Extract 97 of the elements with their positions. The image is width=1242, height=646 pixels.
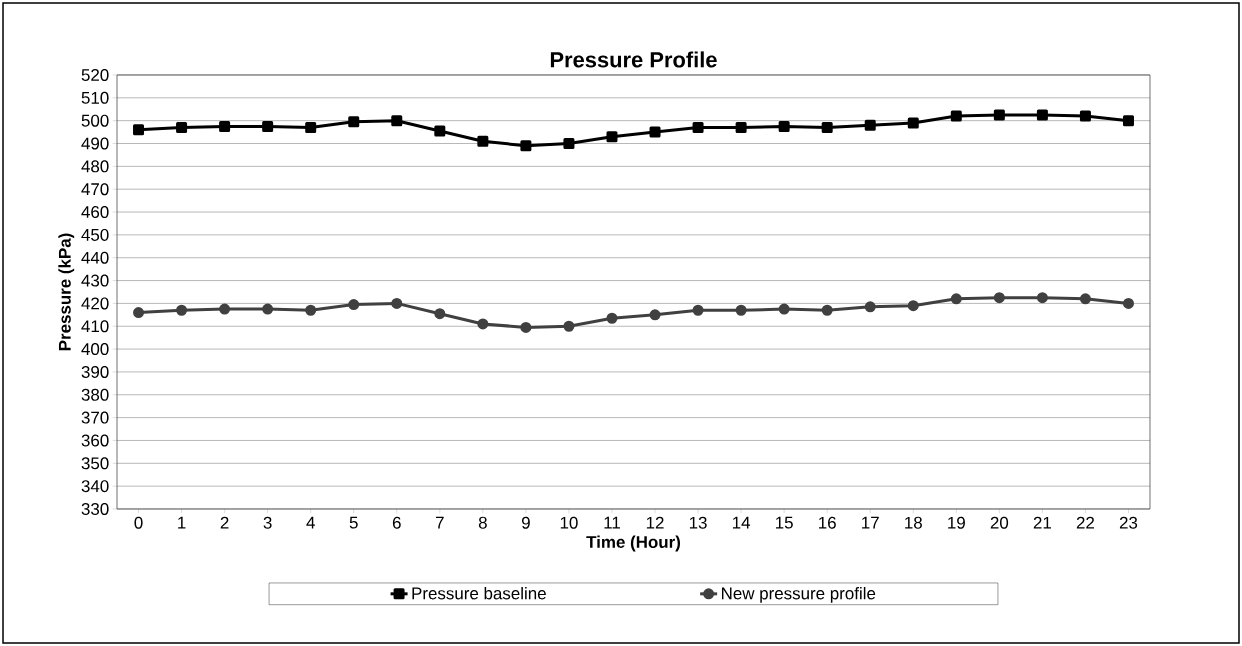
y-tick-label: 480 [81,160,109,173]
x-tick-label: 5 [349,516,358,529]
x-tick-label: 2 [220,516,229,529]
legend-label: New pressure profile [722,586,876,603]
x-tick-label: 20 [990,516,1009,529]
point [649,309,661,321]
point [520,140,532,152]
x-tick-label: 14 [732,516,751,529]
y-tick-label: 330 [81,502,109,515]
x-tick-label: 15 [776,516,793,529]
point [778,303,790,315]
point [907,300,919,312]
point [950,110,962,122]
y-tick-label: 380 [81,388,109,401]
point [305,304,317,316]
x-tick-label: 12 [646,516,664,529]
point [262,120,274,132]
y-tick-label: 470 [81,183,109,196]
point [176,304,188,316]
y-tick-label: 510 [81,91,109,104]
point [1079,293,1091,305]
point [348,299,360,311]
point [1036,109,1048,121]
point [219,120,231,132]
point [864,119,876,131]
point [305,122,317,134]
point [391,297,403,309]
point [133,124,145,136]
x-axis-title: Time (Hour) [586,535,681,552]
chart-title: Pressure Profile [550,51,717,68]
point [864,301,876,313]
point [348,116,360,128]
point [778,120,790,132]
point [821,122,833,134]
point [821,304,833,316]
y-tick-label: 420 [81,297,109,310]
y-tick-label: 390 [81,365,109,378]
point [735,122,747,134]
x-tick-label: 7 [435,516,444,529]
y-tick-label: 370 [81,411,109,424]
y-tick-label: 400 [81,343,109,356]
point [520,321,532,333]
point [606,312,618,324]
point [1079,110,1091,122]
point [434,308,446,320]
point [993,109,1005,121]
x-tick-label: 22 [1076,516,1094,529]
x-tick-label: 8 [478,516,487,529]
x-tick-label: 9 [521,516,530,529]
x-tick-label: 16 [819,516,836,529]
x-tick-label: 4 [306,516,315,529]
x-tick-label: 13 [689,516,707,529]
point [649,126,661,138]
y-tick-label: 350 [81,457,109,470]
x-tick-label: 1 [178,516,186,529]
point [477,318,489,330]
x-tick-label: 0 [134,516,143,529]
x-tick-label: 3 [263,516,272,529]
point [907,117,919,129]
x-tick-label: 10 [560,516,578,529]
point [950,293,962,305]
y-tick-label: 360 [81,434,109,447]
legend-label: Pressure baseline [412,586,546,600]
y-tick-label: 340 [81,480,109,493]
point [1122,115,1134,127]
point [606,131,618,143]
point [133,307,145,319]
point [692,122,704,134]
x-tick-label: 17 [862,516,879,529]
x-tick-label: 23 [1119,516,1138,529]
point [735,304,747,316]
x-tick-label: 11 [604,516,620,529]
point [391,115,403,127]
y-tick-label: 440 [81,251,109,264]
point [176,122,188,134]
point [1036,292,1048,304]
x-tick-label: 18 [905,516,922,529]
point [563,320,575,332]
point [434,125,446,137]
y-tick-label: 500 [81,114,109,127]
y-tick-label: 450 [81,228,109,241]
point [692,304,704,316]
y-tick-label: 460 [81,206,109,219]
y-tick-label: 490 [81,137,109,150]
point [477,135,489,147]
point [219,303,231,315]
y-tick-label: 520 [81,68,109,81]
x-tick-label: 6 [392,516,401,529]
y-tick-label: 430 [81,274,109,287]
point [563,138,575,150]
point [993,292,1005,304]
point [1122,297,1134,309]
x-tick-label: 21 [1033,516,1051,529]
point [262,303,274,315]
y-axis-title: Pressure (kPa) [58,233,75,351]
x-tick-label: 19 [948,516,965,529]
y-tick-label: 410 [81,320,109,333]
